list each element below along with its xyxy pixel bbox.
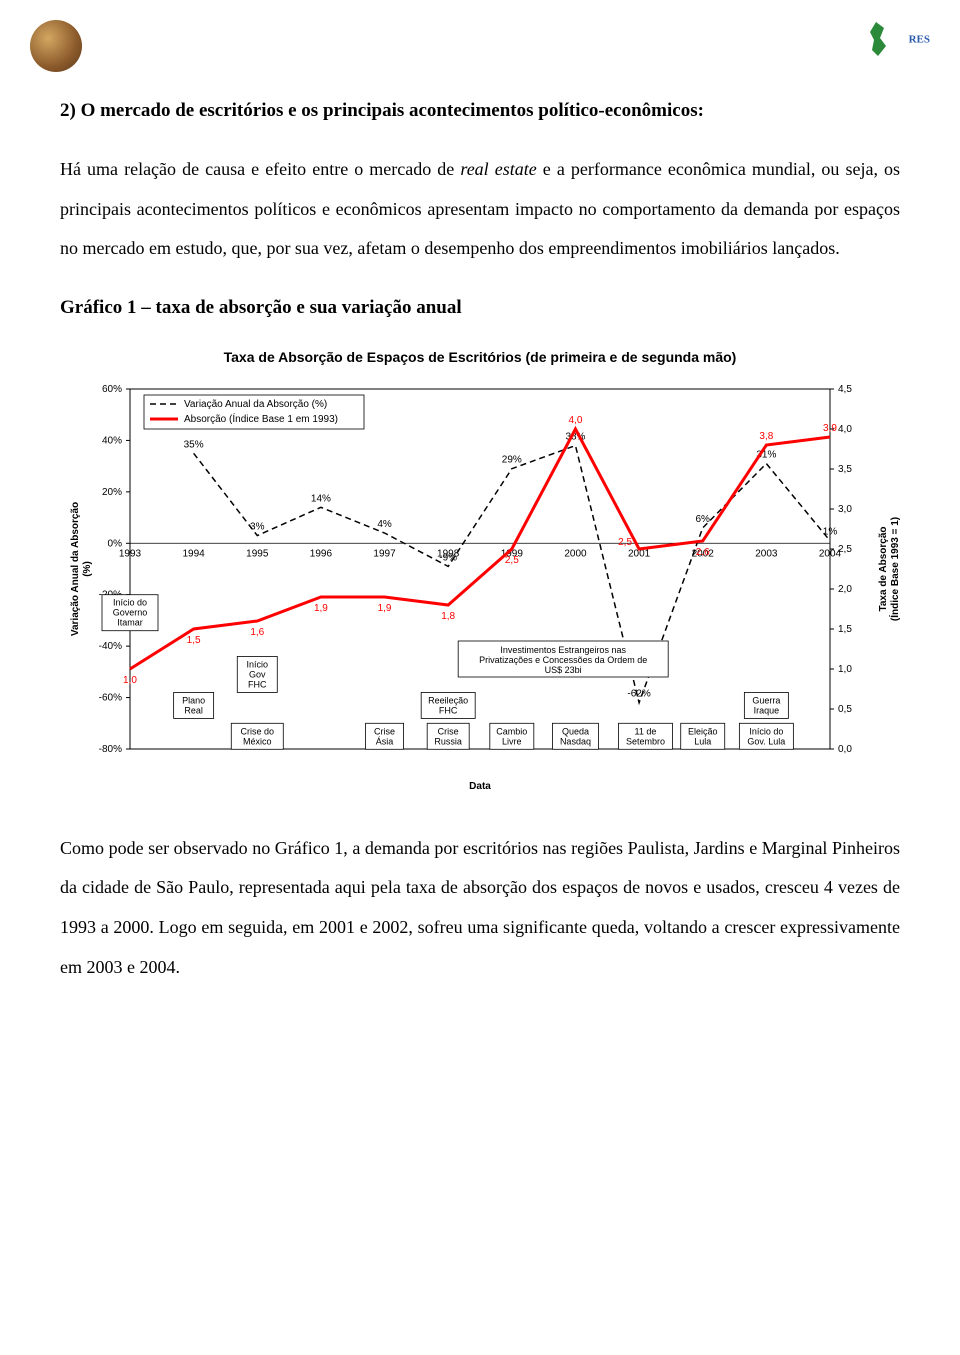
svg-text:1,5: 1,5 [187,635,201,646]
svg-text:1994: 1994 [183,548,206,559]
svg-text:1,8: 1,8 [441,611,455,622]
chart-container: Taxa de Absorção de Espaços de Escritóri… [60,349,900,799]
svg-text:3,9: 3,9 [823,423,837,434]
svg-text:1,9: 1,9 [378,603,392,614]
svg-text:0,0: 0,0 [838,744,852,755]
svg-text:2,5: 2,5 [505,555,519,566]
svg-text:2,0: 2,0 [838,584,852,595]
svg-text:3%: 3% [250,521,265,532]
svg-text:CriseÁsia: CriseÁsia [374,726,395,746]
svg-text:1,0: 1,0 [838,664,852,675]
svg-text:Crise doMéxico: Crise doMéxico [241,726,275,746]
svg-text:Variação Anual da Absorção (%): Variação Anual da Absorção (%) [184,399,327,410]
svg-text:Variação Anual da Absorção(%): Variação Anual da Absorção(%) [70,502,93,636]
svg-text:Início doGov. Lula: Início doGov. Lula [747,726,785,746]
svg-text:60%: 60% [102,384,122,395]
svg-text:1,5: 1,5 [838,624,852,635]
svg-text:4,5: 4,5 [838,384,852,395]
svg-text:40%: 40% [102,435,122,446]
svg-text:4%: 4% [377,519,392,530]
absorption-chart: 60%40%20%0%-20%-40%-60%-80%4,54,03,53,02… [60,379,900,799]
svg-text:-9%: -9% [439,552,457,563]
svg-text:0,5: 0,5 [838,704,852,715]
svg-text:-62%: -62% [627,688,650,699]
svg-text:3,0: 3,0 [838,504,852,515]
svg-text:20%: 20% [102,487,122,498]
res-logo: RES [856,20,930,60]
svg-text:4,0: 4,0 [838,424,852,435]
graph-heading: Gráfico 1 – taxa de absorção e sua varia… [60,297,900,319]
svg-text:4,0: 4,0 [569,415,583,426]
svg-text:2,6: 2,6 [696,547,710,558]
svg-text:2,5: 2,5 [618,537,632,548]
svg-text:QuedaNasdaq: QuedaNasdaq [560,726,591,746]
svg-text:Data: Data [469,781,491,792]
svg-text:35%: 35% [184,439,204,450]
svg-text:1,9: 1,9 [314,603,328,614]
svg-text:2000: 2000 [564,548,587,559]
svg-text:6%: 6% [696,514,711,525]
res-text: RES [909,34,930,46]
svg-text:Absorção (Índice Base 1 em 199: Absorção (Índice Base 1 em 1993) [184,412,338,425]
svg-text:InícioGovFHC: InícioGovFHC [247,659,269,689]
svg-text:1%: 1% [823,526,838,537]
svg-text:Taxa de Absorção(Índice Base 1: Taxa de Absorção(Índice Base 1993 = 1) [878,517,900,621]
map-icon [856,20,906,60]
svg-text:3,8: 3,8 [759,431,773,442]
svg-text:2004: 2004 [819,548,842,559]
coin-logo-icon [30,20,82,72]
svg-text:1995: 1995 [246,548,269,559]
section-title: 2) O mercado de escritórios e os princip… [60,100,900,122]
svg-text:1,6: 1,6 [250,627,264,638]
svg-text:-60%: -60% [99,692,122,703]
svg-text:-80%: -80% [99,744,122,755]
svg-text:1,0: 1,0 [123,675,137,686]
svg-text:2003: 2003 [755,548,778,559]
chart-title: Taxa de Absorção de Espaços de Escritóri… [60,349,900,365]
svg-text:3,5: 3,5 [838,464,852,475]
svg-text:29%: 29% [502,454,522,465]
paragraph-1: Há uma relação de causa e efeito entre o… [60,150,900,269]
svg-text:1997: 1997 [373,548,396,559]
svg-text:1993: 1993 [119,548,142,559]
svg-text:GuerraIraque: GuerraIraque [752,695,780,715]
svg-text:CriseRussia: CriseRussia [434,726,462,746]
paragraph-2: Como pode ser observado no Gráfico 1, a … [60,829,900,987]
svg-text:-40%: -40% [99,641,122,652]
header-logos: RES [60,30,900,90]
svg-text:PlanoReal: PlanoReal [182,695,205,715]
svg-text:1996: 1996 [310,548,333,559]
svg-text:Início doGovernoItamar: Início doGovernoItamar [113,597,148,627]
svg-text:14%: 14% [311,493,331,504]
